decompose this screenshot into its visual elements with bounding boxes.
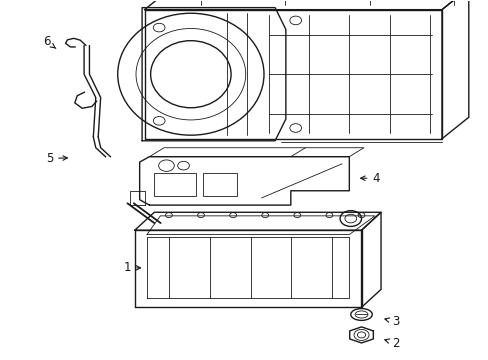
- Text: 2: 2: [384, 337, 399, 350]
- Text: 3: 3: [384, 315, 399, 328]
- Bar: [154, 173, 195, 196]
- Bar: [203, 173, 237, 196]
- Text: 1: 1: [123, 261, 140, 274]
- Text: 6: 6: [43, 35, 56, 49]
- Text: 4: 4: [360, 172, 379, 185]
- Text: 5: 5: [46, 152, 67, 165]
